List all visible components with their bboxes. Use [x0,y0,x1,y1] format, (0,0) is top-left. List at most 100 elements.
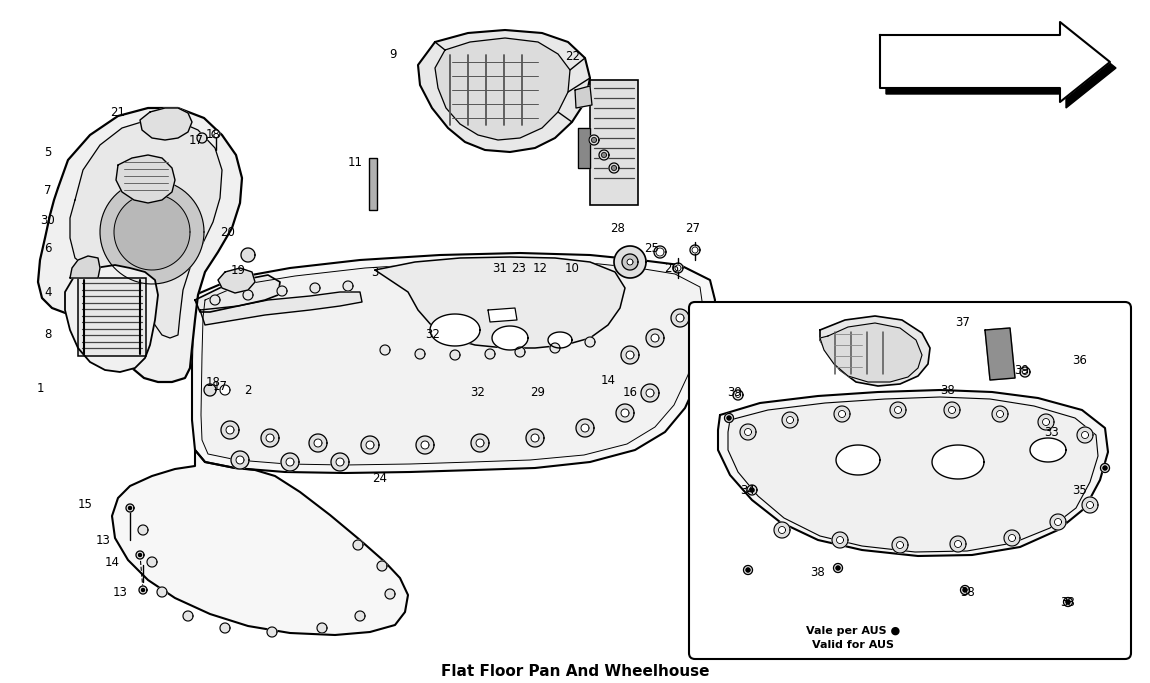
Text: 14: 14 [600,374,615,387]
Polygon shape [243,290,253,300]
Polygon shape [183,611,193,621]
Polygon shape [331,453,348,471]
Text: 34: 34 [741,484,756,497]
Polygon shape [834,406,850,422]
Polygon shape [218,268,255,293]
Polygon shape [550,343,560,353]
Polygon shape [277,286,288,296]
Text: 19: 19 [230,264,245,277]
Polygon shape [836,537,843,544]
Polygon shape [116,155,175,203]
Polygon shape [139,586,147,594]
Polygon shape [138,553,141,557]
Polygon shape [616,404,634,422]
Polygon shape [838,410,845,417]
Polygon shape [779,527,785,533]
Text: 21: 21 [110,105,125,118]
Polygon shape [954,540,961,548]
Polygon shape [744,428,751,436]
Polygon shape [614,246,646,278]
Polygon shape [1082,497,1098,513]
Polygon shape [621,409,629,417]
Text: 9: 9 [389,48,397,61]
Polygon shape [353,540,363,550]
Polygon shape [895,406,902,413]
Text: 35: 35 [1073,484,1088,497]
Polygon shape [221,421,239,439]
Polygon shape [220,385,230,395]
Text: 38: 38 [941,383,956,397]
Polygon shape [380,345,390,355]
Polygon shape [435,38,570,140]
Polygon shape [1064,598,1073,607]
Polygon shape [1103,466,1107,470]
Polygon shape [591,137,597,143]
Text: 32: 32 [470,387,485,400]
Polygon shape [782,412,798,428]
Polygon shape [739,424,756,440]
Polygon shape [526,429,544,447]
Polygon shape [641,384,659,402]
Text: Valid for AUS: Valid for AUS [812,640,894,650]
Bar [369,158,377,210]
Text: 14: 14 [105,555,120,568]
Polygon shape [192,253,715,473]
Polygon shape [147,557,158,567]
Polygon shape [140,108,192,140]
Polygon shape [1038,414,1055,430]
Polygon shape [1020,367,1030,377]
Polygon shape [531,434,539,442]
Polygon shape [231,451,250,469]
Polygon shape [646,389,654,397]
Text: 5: 5 [45,146,52,160]
Polygon shape [430,314,480,346]
Polygon shape [136,551,144,559]
Polygon shape [834,563,843,572]
Text: 18: 18 [206,376,221,389]
Polygon shape [890,402,906,418]
Polygon shape [204,384,216,396]
Text: 27: 27 [685,221,700,234]
Polygon shape [1055,518,1061,525]
Polygon shape [944,402,960,418]
Polygon shape [1009,535,1015,542]
Polygon shape [676,314,684,322]
Polygon shape [415,349,426,359]
Text: 3: 3 [371,266,378,279]
Polygon shape [472,434,489,452]
Polygon shape [578,128,590,168]
Polygon shape [581,424,589,432]
Polygon shape [310,283,320,293]
Text: 4: 4 [44,286,52,300]
Polygon shape [733,390,743,400]
Polygon shape [992,406,1009,422]
Polygon shape [38,108,242,382]
Polygon shape [375,257,624,348]
Polygon shape [963,588,967,592]
Text: 2: 2 [244,383,252,397]
Polygon shape [336,458,344,466]
Polygon shape [610,163,619,173]
Polygon shape [892,537,908,553]
Text: 17: 17 [189,133,204,146]
Polygon shape [585,337,595,347]
Polygon shape [718,390,1107,556]
Polygon shape [361,436,380,454]
Polygon shape [897,542,904,548]
Text: 12: 12 [532,262,547,275]
Polygon shape [314,439,322,447]
Text: 33: 33 [1044,426,1059,438]
Polygon shape [421,441,429,449]
Polygon shape [1004,530,1020,546]
Polygon shape [787,417,793,423]
Polygon shape [601,152,606,158]
Text: 18: 18 [206,128,221,141]
Text: 13: 13 [95,533,110,546]
Text: 11: 11 [347,156,362,169]
Polygon shape [220,623,230,633]
Polygon shape [1066,600,1070,604]
Polygon shape [66,265,158,372]
Polygon shape [724,413,734,423]
Polygon shape [690,245,700,255]
Polygon shape [450,350,460,360]
